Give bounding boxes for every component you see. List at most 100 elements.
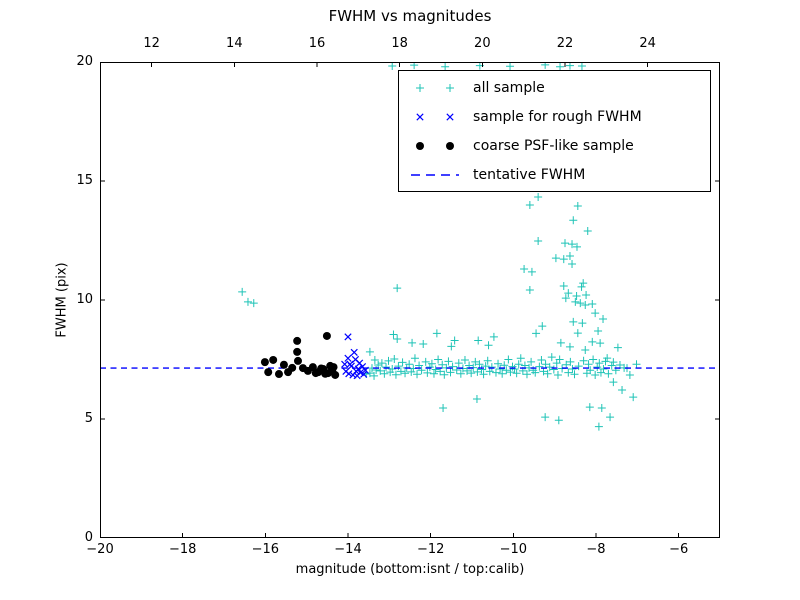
- plus-marker: [538, 322, 547, 331]
- cross-marker: [416, 112, 424, 121]
- dot-marker: [293, 336, 302, 345]
- plus-marker: [609, 358, 618, 367]
- plus-marker: [391, 370, 400, 379]
- x-bottom-tick-label: −8: [586, 542, 606, 557]
- dot-marker: [279, 360, 288, 369]
- legend-label: all sample: [473, 79, 545, 96]
- plus-marker: [425, 363, 434, 372]
- plus-marker: [243, 297, 252, 306]
- plus-marker: [576, 299, 585, 308]
- x-top-tick-label: 24: [639, 36, 656, 51]
- plus-marker: [401, 369, 410, 378]
- plus-marker: [573, 329, 582, 338]
- cross-marker: [360, 370, 368, 378]
- plus-marker: [553, 370, 562, 379]
- plus-marker: [382, 363, 391, 372]
- plus-marker: [554, 416, 563, 425]
- plus-marker: [446, 368, 455, 377]
- series-all-sample: [238, 62, 641, 431]
- plus-marker: [586, 366, 595, 375]
- plus-marker: [504, 355, 513, 364]
- plus-marker: [578, 319, 587, 328]
- x-top-tick-label: 12: [143, 36, 160, 51]
- plus-marker: [572, 291, 581, 300]
- x-top-tick-label: 16: [308, 36, 326, 51]
- plus-marker: [460, 355, 469, 364]
- plus-marker: [565, 251, 574, 260]
- plus-marker: [559, 281, 568, 290]
- plus-marker: [573, 201, 582, 210]
- plus-marker: [514, 360, 523, 369]
- plus-marker: [432, 329, 441, 338]
- legend-item-coarse-PSF-like-sample: coarse PSF-like sample: [399, 131, 710, 160]
- plus-marker: [556, 62, 565, 71]
- plus-marker: [579, 279, 588, 288]
- plus-marker: [472, 395, 481, 404]
- plus-marker: [384, 356, 393, 365]
- plus-marker: [452, 365, 461, 374]
- series-sample-for-rough-FWHM: [341, 333, 369, 380]
- plus-marker: [559, 255, 568, 264]
- plus-marker: [389, 330, 398, 339]
- x-bottom-tick-label: −10: [499, 542, 528, 557]
- plus-marker: [595, 359, 604, 368]
- legend-label: tentative FWHM: [473, 166, 586, 183]
- plus-marker: [611, 366, 620, 375]
- legend-label: sample for rough FWHM: [473, 108, 642, 125]
- x-bottom-tick-label: −16: [251, 542, 280, 557]
- plus-marker: [423, 368, 432, 377]
- x-bottom-tick-label: −20: [86, 542, 114, 557]
- cross-legend-icon: [416, 112, 454, 121]
- plus-marker: [456, 369, 465, 378]
- plus-marker: [398, 358, 407, 367]
- plus-marker: [597, 404, 606, 413]
- plus-marker: [421, 357, 430, 366]
- plus-marker: [372, 365, 381, 374]
- plus-marker: [609, 378, 618, 387]
- plus-marker: [427, 359, 436, 368]
- plus-marker: [512, 369, 521, 378]
- plus-marker: [407, 367, 416, 376]
- plus-marker: [561, 294, 570, 303]
- x-top-tick-label: 22: [556, 36, 574, 51]
- plus-marker: [561, 239, 569, 248]
- x-top-tick-label: 18: [391, 36, 408, 51]
- plus-marker: [579, 356, 588, 365]
- plus-marker: [365, 347, 374, 356]
- plus-marker: [419, 340, 428, 349]
- plus-marker: [410, 354, 419, 363]
- plus-marker: [599, 365, 608, 374]
- plus-marker: [582, 291, 591, 300]
- plus-marker: [393, 284, 402, 293]
- plus-marker: [534, 192, 543, 201]
- plus-marker: [396, 367, 405, 376]
- plus-marker: [516, 354, 525, 363]
- plus-marker: [568, 260, 577, 269]
- plus-marker: [593, 363, 602, 372]
- plus-marker: [581, 345, 590, 354]
- plus-marker: [429, 369, 438, 378]
- dot-marker: [269, 355, 278, 364]
- plus-marker: [489, 332, 498, 341]
- plus-marker: [439, 404, 448, 413]
- dot-marker: [264, 368, 273, 377]
- x-bottom-tick-label: −14: [334, 542, 362, 557]
- plus-marker: [572, 242, 581, 251]
- plus-marker: [485, 367, 494, 376]
- dot-marker: [288, 363, 297, 372]
- plus-marker: [474, 336, 483, 345]
- plus-marker: [577, 282, 586, 291]
- plus-marker: [547, 353, 556, 362]
- plus-marker: [632, 360, 641, 369]
- plus-marker: [388, 62, 397, 71]
- plus-marker: [537, 355, 546, 364]
- plus-marker: [541, 360, 550, 369]
- x-top-tick-label: 20: [474, 36, 491, 51]
- plus-marker: [436, 367, 445, 376]
- plus-marker: [601, 357, 610, 366]
- plus-marker: [473, 367, 482, 376]
- plus-marker: [238, 287, 247, 296]
- legend-item-tentative-FWHM: tentative FWHM: [399, 160, 710, 189]
- dot-marker: [274, 370, 283, 379]
- plus-marker: [475, 360, 484, 369]
